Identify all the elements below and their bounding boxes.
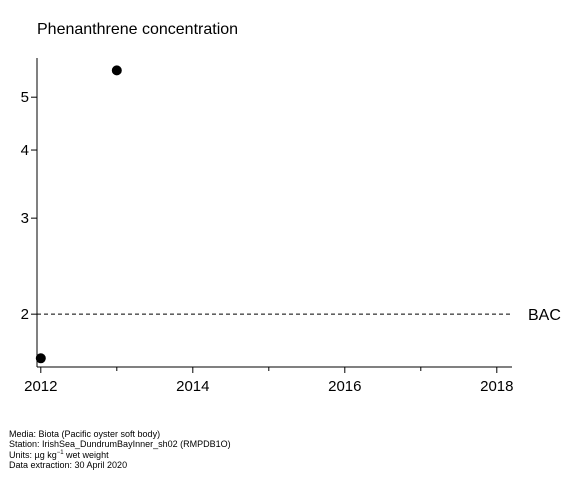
data-points xyxy=(35,65,122,364)
footer-extraction: Data extraction: 30 April 2020 xyxy=(9,459,128,470)
footer-units: Units: µg kg−1 wet weight xyxy=(9,450,231,460)
y-tick-label: 4 xyxy=(21,142,29,159)
data-point xyxy=(35,353,46,364)
x-tick-label: 2014 xyxy=(176,378,209,395)
footer-station: Station: IrishSea_DundrumBayInner_sh02 (… xyxy=(9,439,231,450)
x-tick-label: 2012 xyxy=(24,378,57,395)
bac-reference-label: BAC xyxy=(528,307,561,324)
footer-media: Media: Biota (Pacific oyster soft body) xyxy=(9,429,161,439)
x-tick-label: 2016 xyxy=(328,378,361,395)
reference-lines: BAC xyxy=(37,307,561,324)
chart-title: Phenanthrene concentration xyxy=(37,21,238,38)
footer-units-exponent: −1 xyxy=(56,449,64,456)
y-tick-label: 2 xyxy=(21,306,29,323)
y-tick-label: 3 xyxy=(21,210,29,227)
axes: 2 3 4 5 2012 2014 2016 2018 xyxy=(21,58,513,395)
x-tick-label: 2018 xyxy=(480,378,513,395)
y-tick-label: 5 xyxy=(21,89,29,106)
chart-footer: Media: Biota (Pacific oyster soft body) … xyxy=(9,429,231,470)
data-point xyxy=(111,65,122,76)
footer-units-prefix: Units: µg kg xyxy=(9,449,57,460)
footer-units-suffix: wet weight xyxy=(63,449,109,460)
